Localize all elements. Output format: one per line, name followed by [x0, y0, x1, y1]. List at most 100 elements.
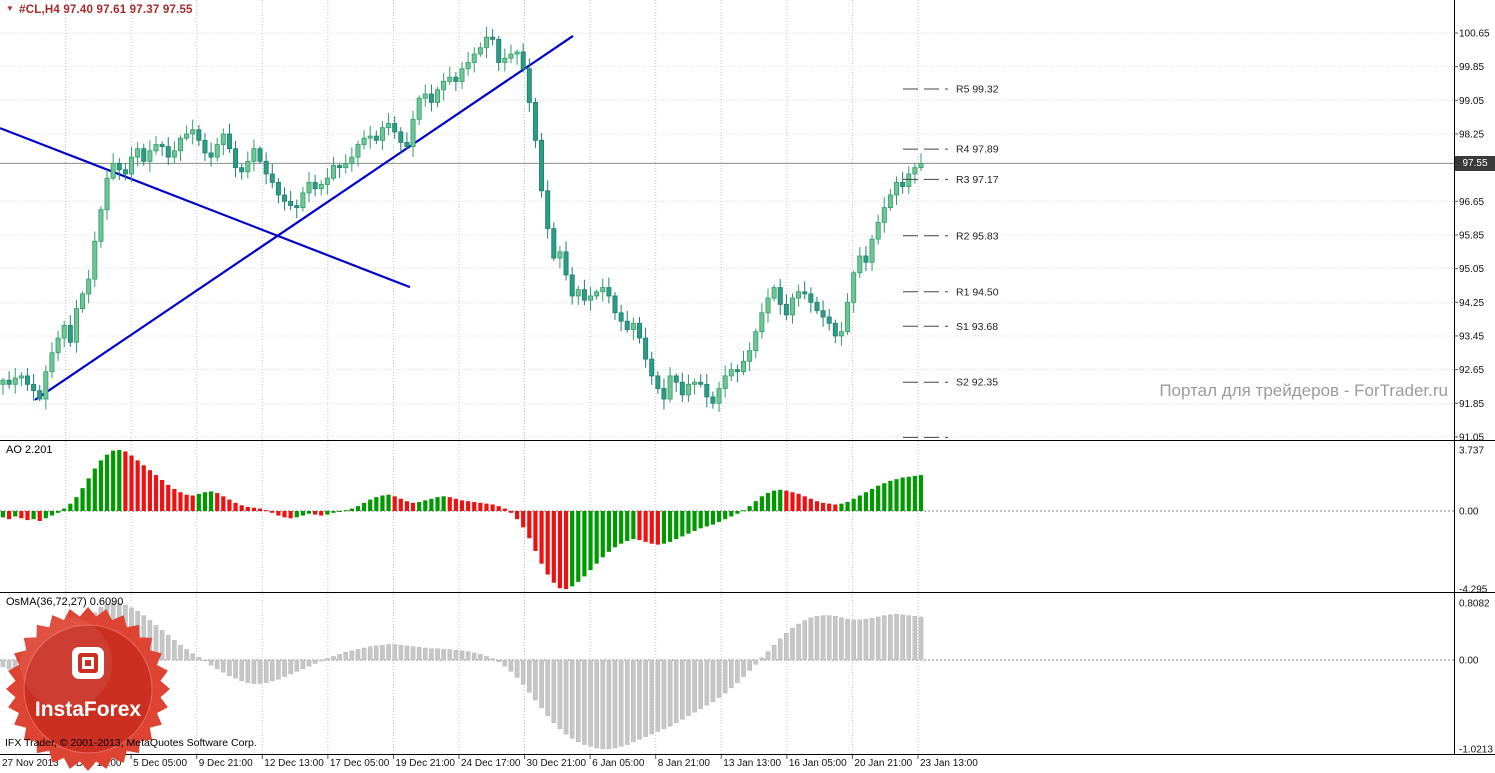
candle: [18, 375, 24, 379]
osma-bar: [808, 617, 814, 661]
ao-bar: [508, 511, 514, 513]
candle: [355, 144, 361, 158]
ao-bar: [80, 488, 85, 511]
osma-bar: [704, 659, 710, 706]
osma-bar: [257, 659, 263, 684]
candle: [343, 163, 349, 169]
badge-highlight: [20, 617, 112, 709]
candle: [98, 209, 104, 242]
ao-bar: [857, 495, 862, 511]
candle: [857, 255, 863, 274]
candle: [777, 287, 783, 305]
price-axis-label: 95.05: [1459, 264, 1484, 275]
candle: [410, 118, 416, 148]
main-chart-panel[interactable]: [0, 0, 1454, 440]
osma-bar: [735, 659, 740, 683]
candle: [912, 167, 918, 175]
candle: [129, 156, 135, 175]
candle: [220, 133, 226, 145]
pivot-level-label: R4 97.89: [956, 144, 999, 156]
osma-bar: [747, 659, 752, 671]
badge-inner-circle: [24, 625, 152, 753]
ao-bar: [796, 493, 801, 511]
osma-bar: [661, 659, 667, 730]
ao-indicator-panel[interactable]: [0, 441, 1454, 592]
candle: [6, 379, 12, 385]
osma-bar: [820, 615, 826, 661]
time-axis-label: 9 Dec 21:00: [199, 758, 253, 769]
candle: [67, 325, 73, 343]
ao-bar: [49, 511, 55, 516]
osma-bar: [728, 659, 734, 689]
ao-bar: [202, 492, 208, 511]
pivot-level-label: R1 94.50: [956, 286, 999, 298]
price-axis-label: 98.25: [1459, 129, 1484, 140]
ao-bar: [557, 511, 563, 589]
candle: [734, 369, 740, 373]
ao-bar: [827, 503, 832, 511]
osma-bar: [484, 656, 489, 661]
candle: [851, 272, 857, 303]
time-axis[interactable]: [0, 755, 1495, 773]
candle: [404, 141, 410, 148]
candle: [496, 38, 502, 63]
osma-bar: [282, 659, 287, 677]
osma-bar: [159, 630, 165, 661]
osma-bar: [881, 615, 887, 661]
candle: [398, 131, 404, 143]
ao-bar: [104, 454, 110, 511]
ao-bar: [600, 511, 605, 558]
osma-indicator-panel[interactable]: [0, 593, 1454, 754]
osma-bar: [337, 654, 342, 661]
osma-bar: [227, 659, 232, 676]
candle: [122, 169, 128, 175]
candle: [759, 312, 765, 333]
ao-bar: [466, 501, 471, 511]
osma-bar: [839, 617, 844, 661]
time-axis-label: 30 Dec 21:00: [527, 758, 587, 769]
chart-header: ▼ #CL,H4 97.40 97.61 97.37 97.55: [6, 4, 193, 16]
ao-bar: [563, 511, 569, 590]
osma-bar: [172, 640, 177, 661]
osma-bar: [527, 659, 532, 693]
ao-bar: [190, 495, 195, 511]
candle: [233, 148, 239, 169]
osma-bar: [178, 644, 183, 661]
candle: [184, 133, 190, 139]
ao-bar: [215, 493, 220, 511]
candle: [808, 293, 814, 303]
ao-bar: [331, 511, 336, 513]
osma-bar: [888, 614, 893, 661]
ao-bar: [404, 501, 410, 511]
trendline[interactable]: [34, 35, 574, 401]
ao-bar: [239, 505, 244, 511]
ao-bar: [759, 496, 764, 511]
ao-bar: [551, 511, 556, 583]
candle: [875, 221, 881, 240]
candle: [416, 97, 422, 120]
pivot-level-label: R2 95.83: [956, 230, 999, 242]
osma-bar: [380, 644, 385, 661]
ao-bar: [55, 511, 61, 513]
candle: [594, 291, 600, 297]
price-axis-label: 91.85: [1459, 399, 1484, 410]
time-axis-label: 13 Jan 13:00: [723, 758, 781, 769]
ao-bar: [19, 511, 24, 519]
trendline[interactable]: [0, 127, 411, 289]
candle: [159, 144, 165, 148]
candle: [551, 228, 557, 259]
osma-bar: [722, 659, 728, 694]
osma-bar: [0, 659, 6, 668]
osma-bar: [410, 646, 416, 661]
price-axis[interactable]: [1455, 0, 1495, 755]
ao-bar: [906, 476, 911, 511]
ao-bar: [98, 460, 104, 511]
osma-bar: [612, 659, 618, 749]
candle: [226, 133, 232, 150]
candle: [673, 375, 679, 383]
ao-bar: [514, 511, 520, 520]
ao-bar: [392, 496, 397, 511]
candle: [728, 369, 734, 377]
osma-bar: [331, 656, 336, 661]
